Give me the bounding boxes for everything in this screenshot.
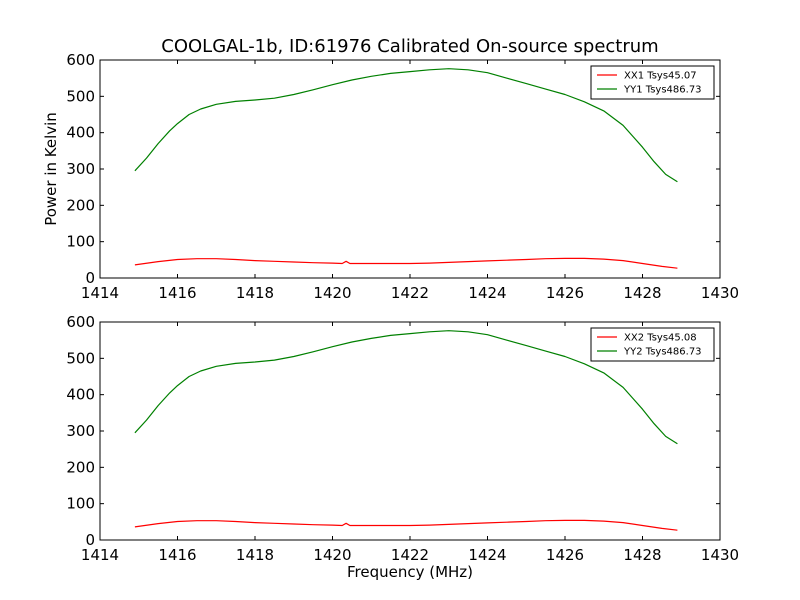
- series-line-xx1: [134, 257, 678, 269]
- legend: XX2 Tsys45.08 YY2 Tsys486.73: [590, 327, 715, 362]
- x-tick-label: 1426: [546, 546, 584, 564]
- plot-panels: 1414 1416 1418 1420 1422 1424 1426 1428 1430 0 100…: [42, 51, 739, 581]
- x-tick-label: 1416: [158, 546, 196, 564]
- y-tick-label: 500: [66, 87, 95, 105]
- legend-box: [590, 65, 715, 100]
- x-tick-label: 1426: [546, 284, 584, 302]
- legend-entry-label: YY2 Tsys486.73: [623, 347, 702, 358]
- x-tick-label: 1430: [701, 284, 739, 302]
- y-tick-label: 300: [66, 422, 95, 440]
- plot-panel-1: 1414 1416 1418 1420 1422 1424 1426 1428 1430 0 100…: [42, 51, 739, 302]
- y-tick-label: 200: [66, 196, 95, 214]
- series-group: [134, 68, 678, 269]
- y-tick-label: 100: [66, 233, 95, 251]
- x-tick-label: 1414: [81, 546, 119, 564]
- legend-entry-label: XX1 Tsys45.07: [624, 71, 697, 82]
- y-tick-label: 500: [66, 349, 95, 367]
- x-tick-label: 1424: [468, 284, 506, 302]
- series-line-yy2: [134, 330, 678, 445]
- x-tick-label: 1428: [623, 546, 661, 564]
- x-tick-label: 1418: [236, 284, 274, 302]
- x-tick-label: 1422: [391, 284, 429, 302]
- x-axis-label: Frequency (MHz): [347, 563, 473, 581]
- y-tick-label: 600: [66, 51, 95, 69]
- y-tick-label: 0: [85, 531, 95, 549]
- series-line-xx2: [134, 519, 678, 531]
- series-line-yy1: [134, 68, 678, 183]
- x-tick-label: 1416: [158, 284, 196, 302]
- x-tick-label: 1430: [701, 546, 739, 564]
- legend-entry-label: XX2 Tsys45.08: [624, 333, 697, 344]
- x-tick-label: 1418: [236, 546, 274, 564]
- y-tick-label: 0: [85, 269, 95, 287]
- y-tick-label: 600: [66, 313, 95, 331]
- x-tick-label: 1424: [468, 546, 506, 564]
- legend: XX1 Tsys45.07 YY1 Tsys486.73: [590, 65, 715, 100]
- y-tick-label: 400: [66, 124, 95, 142]
- y-axis-label: Power in Kelvin: [42, 112, 60, 226]
- y-tick-label: 100: [66, 495, 95, 513]
- series-group: [134, 330, 678, 531]
- x-tick-label: 1428: [623, 284, 661, 302]
- x-tick-label: 1414: [81, 284, 119, 302]
- legend-entry-label: YY1 Tsys486.73: [623, 85, 702, 96]
- x-tick-label: 1420: [313, 546, 351, 564]
- x-tick-label: 1420: [313, 284, 351, 302]
- plot-panel-2: 1414 1416 1418 1420 1422 1424 1426 1428 1430 0 100…: [66, 313, 739, 581]
- legend-box: [590, 327, 715, 362]
- y-tick-label: 200: [66, 458, 95, 476]
- y-tick-label: 300: [66, 160, 95, 178]
- x-tick-label: 1422: [391, 546, 429, 564]
- y-tick-label: 400: [66, 386, 95, 404]
- figure-title: COOLGAL-1b, ID:61976 Calibrated On-sourc…: [161, 36, 658, 57]
